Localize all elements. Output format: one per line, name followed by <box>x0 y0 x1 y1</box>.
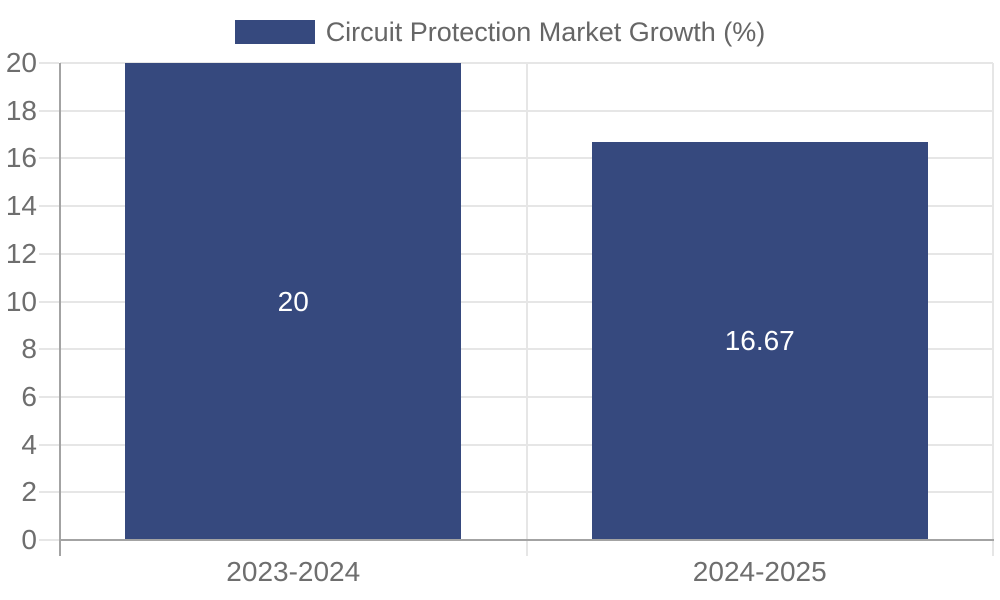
x-axis-line <box>59 539 994 541</box>
x-boundary-gridline <box>992 63 994 556</box>
y-axis-tick-label: 20 <box>5 47 37 78</box>
bar-value-label: 16.67 <box>724 325 795 357</box>
x-boundary-gridline <box>525 63 528 556</box>
bar-value-label: 20 <box>277 285 309 317</box>
y-tick-mark <box>39 205 59 208</box>
y-axis-tick-label: 4 <box>21 428 37 460</box>
y-tick-mark <box>39 157 59 160</box>
y-tick-mark <box>39 62 59 64</box>
y-axis-tick-label: 6 <box>21 380 37 412</box>
y-tick-mark <box>39 395 59 398</box>
y-tick-mark <box>39 252 59 255</box>
bar[interactable] <box>591 142 928 540</box>
x-axis-category-label: 2023-2024 <box>226 556 361 587</box>
y-axis-tick-label: 10 <box>5 285 37 317</box>
y-tick-mark <box>39 539 59 541</box>
y-axis-tick-label: 12 <box>5 237 37 269</box>
y-tick-mark <box>39 491 59 494</box>
y-tick-mark <box>39 109 59 112</box>
y-axis-tick-label: 8 <box>21 333 37 365</box>
y-tick-mark <box>39 443 59 446</box>
y-axis-tick-label: 2 <box>21 476 37 508</box>
legend-label: Circuit Protection Market Growth (%) <box>325 16 766 47</box>
bar[interactable] <box>125 63 462 540</box>
y-tick-mark <box>39 300 59 303</box>
y-axis-line <box>59 63 61 556</box>
legend-swatch-icon <box>234 20 315 44</box>
y-axis-tick-label: 18 <box>5 94 37 126</box>
y-axis-tick-label: 14 <box>5 190 37 222</box>
legend[interactable]: Circuit Protection Market Growth (%) <box>0 16 1000 47</box>
y-tick-mark <box>39 348 59 351</box>
y-axis-tick-label: 16 <box>5 142 37 174</box>
x-axis-category-label: 2024-2025 <box>692 556 827 587</box>
y-axis-tick-label: 0 <box>21 524 37 555</box>
